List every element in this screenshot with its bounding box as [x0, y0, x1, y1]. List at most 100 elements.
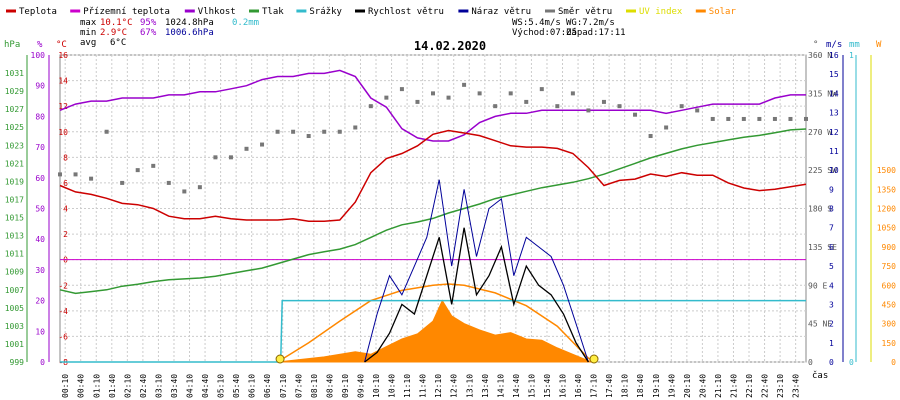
- axis-unit-hpa: hPa: [4, 40, 20, 50]
- y-tick-pressure: 1005: [5, 304, 24, 313]
- y-tick-solar: 600: [882, 281, 897, 290]
- y-tick-wind: 12: [829, 128, 839, 137]
- direction-point: [601, 99, 606, 104]
- x-tick-label: 16:40: [574, 374, 583, 398]
- direction-point: [399, 87, 404, 92]
- x-tick-label: 15:40: [543, 374, 552, 398]
- x-tick-label: 08:10: [310, 374, 319, 398]
- direction-point: [322, 129, 327, 134]
- axis-unit-degc: °C: [56, 40, 67, 50]
- y-tick-temperature: 14: [58, 77, 68, 86]
- stat-min-press: 1006.6hPa: [165, 28, 214, 38]
- uv-marker: [589, 354, 599, 364]
- solar-area: [277, 299, 595, 363]
- direction-point: [275, 129, 280, 134]
- x-tick-label: 07:40: [294, 374, 303, 398]
- direction-point: [353, 125, 358, 130]
- x-tick-label: 19:10: [652, 374, 661, 398]
- direction-point: [679, 104, 684, 109]
- x-tick-label: 02:10: [123, 374, 132, 398]
- x-tick-label: 14:10: [496, 374, 505, 398]
- axis-unit-ms: m/s: [826, 40, 842, 50]
- y-tick-temperature: 8: [63, 153, 68, 162]
- x-tick-label: 22:10: [745, 374, 754, 398]
- direction-point: [555, 104, 560, 109]
- y-tick-wind: 4: [829, 281, 834, 290]
- y-tick-wind: 0: [829, 358, 834, 367]
- y-tick-temperature: -4: [58, 307, 68, 316]
- y-tick-wind: 11: [829, 147, 839, 156]
- x-tick-label: 20:10: [683, 374, 692, 398]
- direction-point: [446, 95, 451, 100]
- axis-unit-w: W: [876, 40, 882, 50]
- y-tick-pressure: 1015: [5, 214, 24, 223]
- y-tick-wind: 5: [829, 262, 834, 271]
- x-tick-label: 13:10: [465, 374, 474, 398]
- stat-max-press: 1024.8hPa: [165, 18, 214, 28]
- x-tick-label: 10:40: [388, 374, 397, 398]
- x-tick-label: 06:10: [248, 374, 257, 398]
- direction-point: [384, 95, 389, 100]
- y-tick-pressure: 1009: [5, 268, 24, 277]
- x-tick-label: 09:40: [356, 374, 365, 398]
- x-tick-label: 01:40: [108, 374, 117, 398]
- y-tick-temperature: -6: [58, 332, 68, 341]
- y-tick-wind: 13: [829, 109, 839, 118]
- direction-point: [524, 99, 529, 104]
- direction-point: [710, 116, 715, 121]
- y-tick-direction: 0: [808, 358, 813, 367]
- stat-ws: WS:5.4m/s: [512, 18, 561, 28]
- direction-point: [477, 91, 482, 96]
- direction-point: [772, 116, 777, 121]
- legend-label: UV index: [639, 7, 683, 17]
- direction-point: [462, 82, 467, 87]
- stat-wg: WG:7.2m/s: [566, 18, 615, 28]
- y-tick-pressure: 1025: [5, 123, 24, 132]
- legend-label: Tlak: [262, 7, 284, 17]
- y-tick-solar: 0: [891, 358, 896, 367]
- y-tick-wind: 10: [829, 166, 839, 175]
- y-tick-direction: 180 S: [808, 205, 832, 214]
- legend-label: Směr větru: [558, 7, 612, 17]
- stat-max-rain: 0.2mm: [232, 18, 259, 28]
- y-tick-pressure: 1003: [5, 322, 24, 331]
- axis-unit-labels: hPa % °C ° m/s mm W čas: [4, 40, 882, 381]
- y-tick-direction: 135 SE: [808, 243, 837, 252]
- legend-label: Náraz větru: [471, 7, 531, 17]
- y-tick-temperature: 12: [58, 102, 68, 111]
- y-tick-humidity: 50: [35, 205, 45, 214]
- stat-min-temp: 2.9°C: [100, 28, 127, 38]
- y-tick-pressure: 1021: [5, 159, 24, 168]
- x-tick-label: 07:10: [279, 374, 288, 398]
- axis-unit-pct: %: [37, 40, 43, 50]
- axis-unit-mm: mm: [849, 40, 860, 50]
- legend-label: Srážky: [309, 7, 342, 17]
- y-tick-wind: 3: [829, 300, 834, 309]
- axis-unit-deg: °: [813, 40, 818, 50]
- y-tick-temperature: 4: [63, 205, 68, 214]
- y-tick-wind: 1: [829, 339, 834, 348]
- y-tick-temperature: 10: [58, 128, 68, 137]
- y-tick-solar: 750: [882, 262, 897, 271]
- direction-point: [244, 146, 249, 151]
- y-tick-rain: 1: [849, 51, 854, 60]
- direction-point: [135, 168, 140, 173]
- y-tick-humidity: 100: [31, 51, 46, 60]
- y-tick-pressure: 999: [10, 358, 25, 367]
- y-tick-pressure: 1029: [5, 87, 24, 96]
- stat-avg-label: avg: [80, 38, 96, 48]
- x-tick-label: 19:40: [667, 374, 676, 398]
- x-tick-label: 21:10: [714, 374, 723, 398]
- y-tick-pressure: 1011: [5, 250, 24, 259]
- direction-point: [58, 172, 62, 177]
- direction-point: [508, 91, 513, 96]
- stat-min-hum: 67%: [140, 28, 157, 38]
- x-tick-label: 14:40: [512, 374, 521, 398]
- direction-point: [788, 116, 793, 121]
- x-tick-label: 23:40: [792, 374, 801, 398]
- y-tick-solar: 1350: [877, 185, 896, 194]
- legend: Teplota Přízemní teplota Vlhkost Tlak Srážky…: [6, 7, 736, 17]
- y-tick-temperature: 16: [58, 51, 68, 60]
- direction-point: [757, 116, 762, 121]
